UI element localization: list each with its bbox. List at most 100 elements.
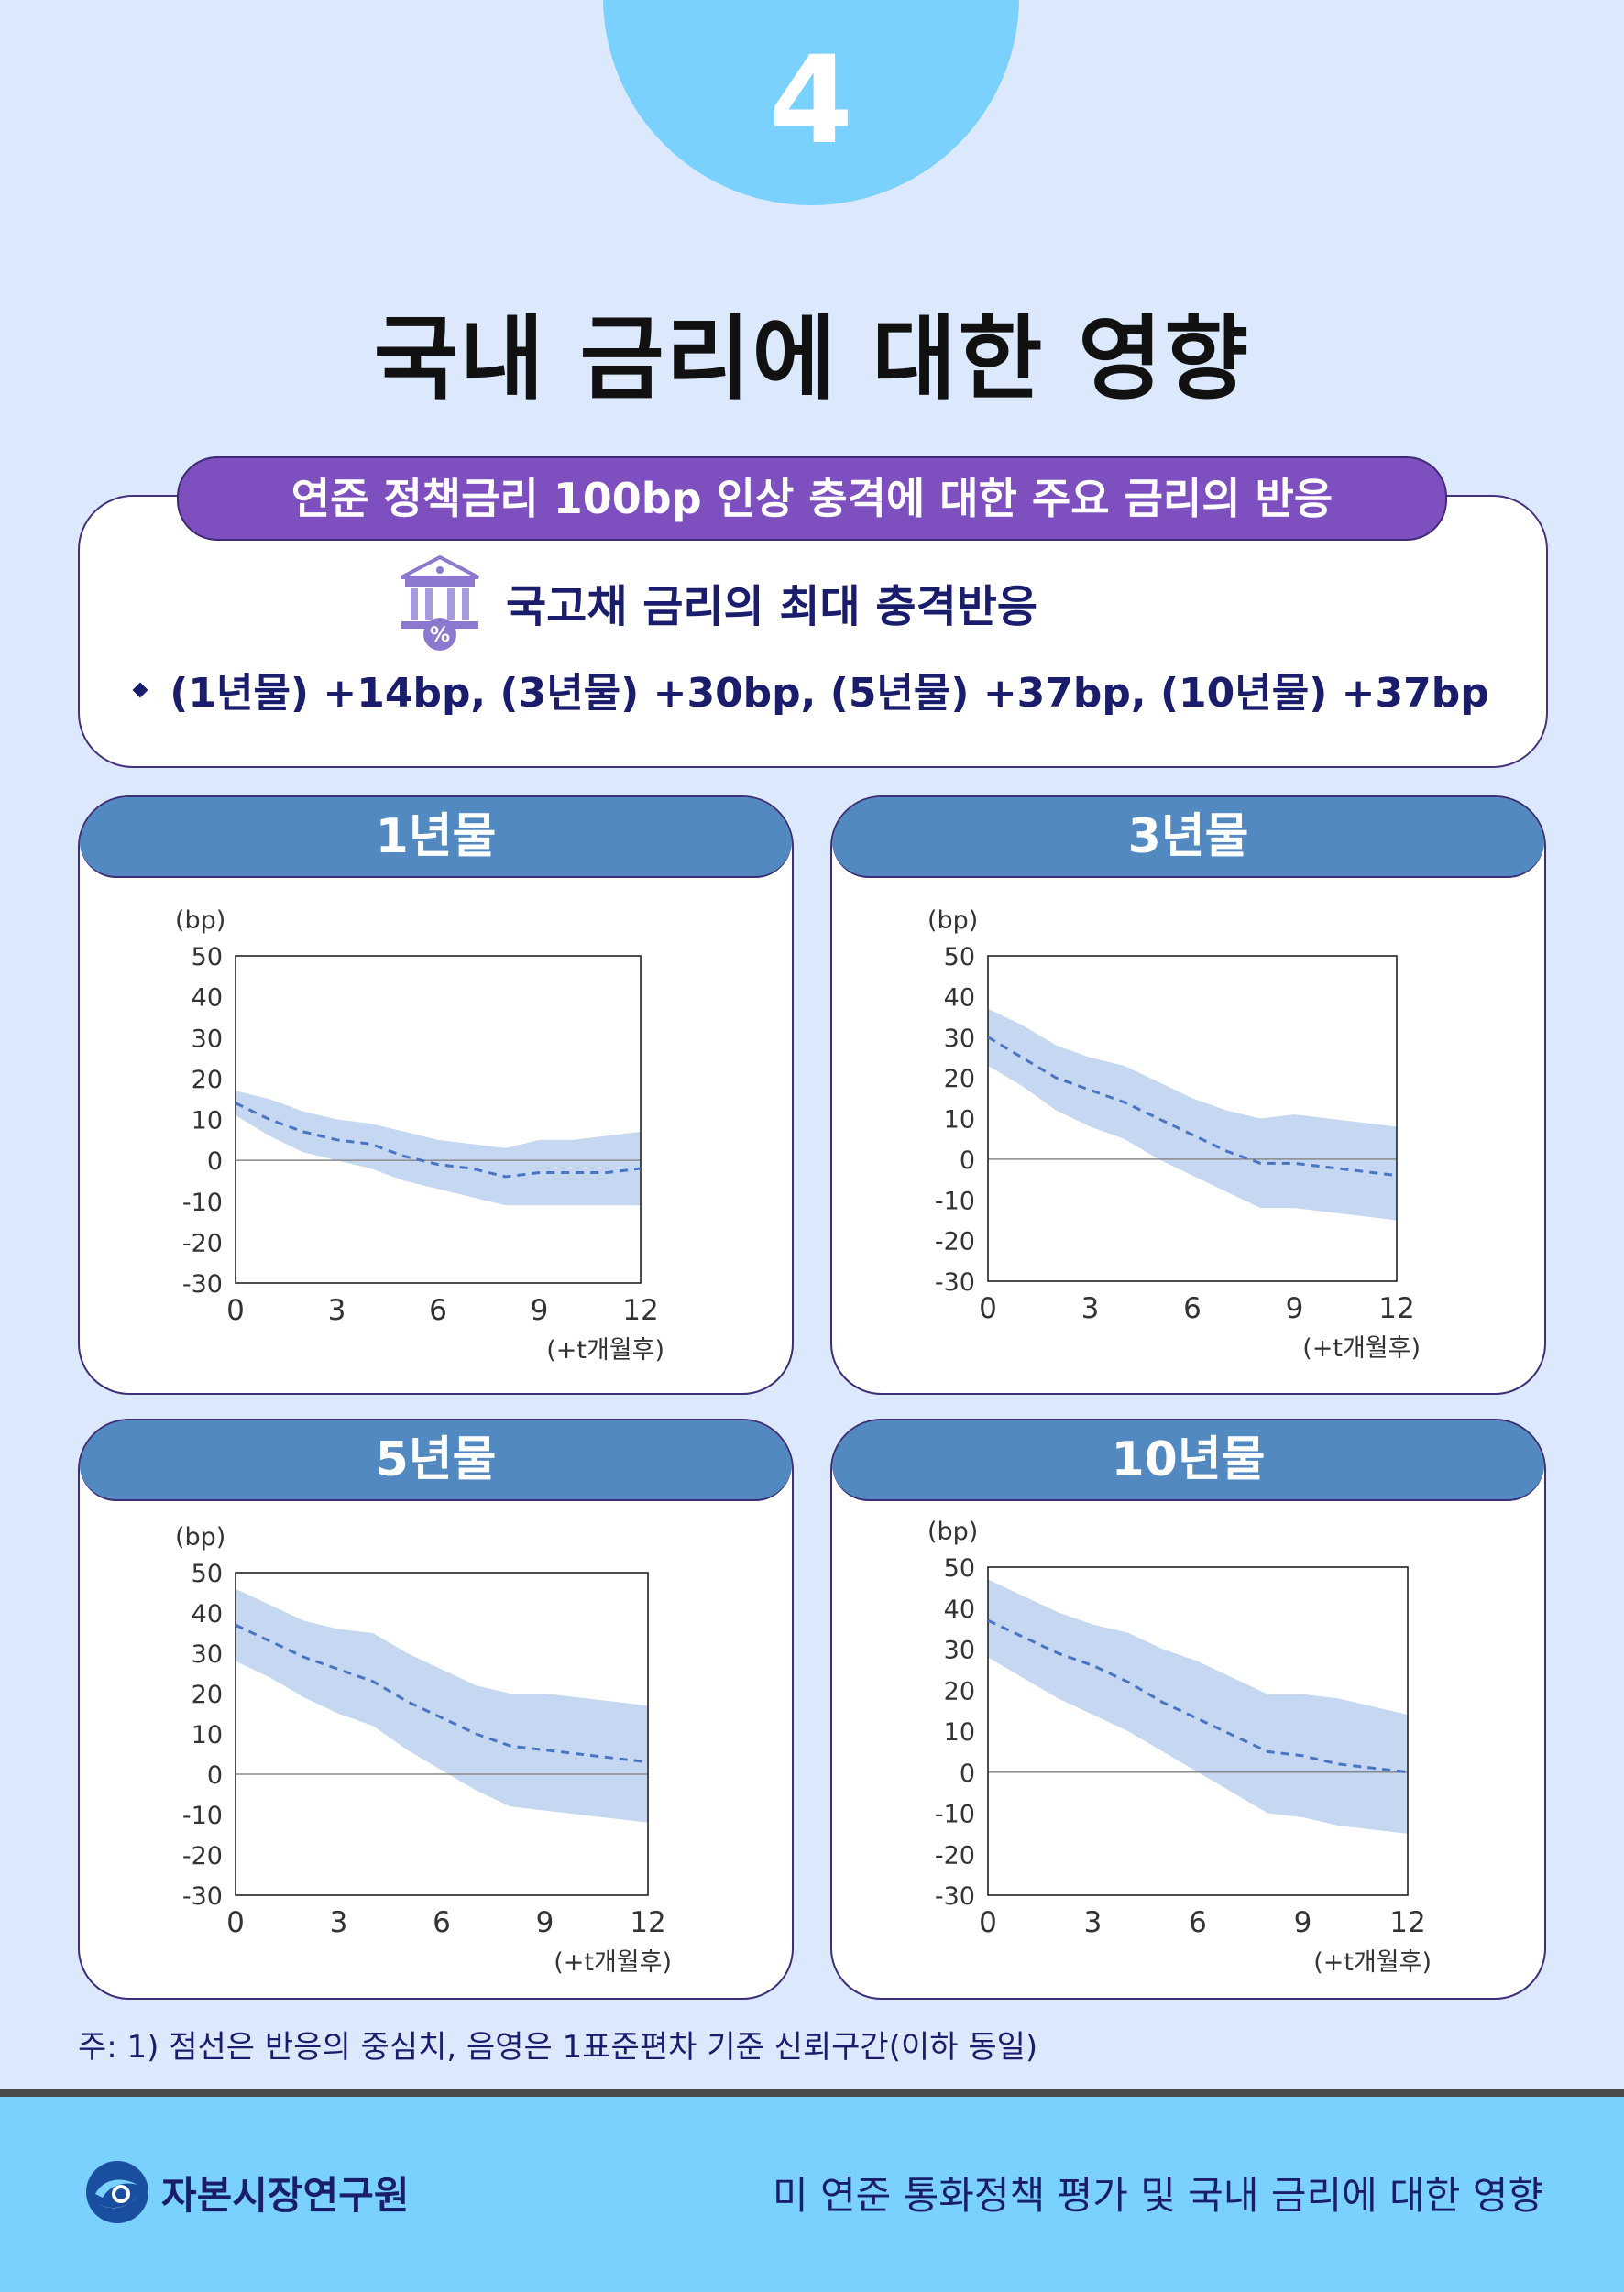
chart-panel-3y: 50 40 30 20 10 0 -10 -20 -30 0 3 6 9 12 (bp) (+t개월후) 3년… bbox=[830, 795, 1546, 1395]
y-axis-unit: (bp) bbox=[927, 906, 978, 935]
y-tick-label: -20 bbox=[935, 1841, 975, 1870]
footer-org-name: 자본시장연구원 bbox=[161, 2173, 410, 2218]
x-tick-label: 9 bbox=[531, 1294, 549, 1327]
svg-text:%: % bbox=[430, 624, 450, 647]
footer-doc-title: 미 연준 통화정책 평가 및 국내 금리에 대한 영향 bbox=[773, 2173, 1543, 2218]
footnote: 주: 1) 점선은 반응의 중심치, 음영은 1표준편차 기준 신뢰구간(이하 … bbox=[78, 2029, 1038, 2066]
median-line bbox=[987, 1036, 1398, 1178]
y-tick-label: 0 bbox=[960, 1146, 975, 1175]
chart-panel-1y: 50 40 30 20 10 0 -10 -20 -30 0 3 6 9 12 (bp) (+t개월후) 1년… bbox=[78, 795, 794, 1395]
x-tick-label: 6 bbox=[433, 1906, 451, 1939]
x-axis-unit: (+t개월후) bbox=[1302, 1334, 1421, 1363]
x-tick-label: 0 bbox=[979, 1906, 997, 1939]
y-tick-label: 30 bbox=[944, 1025, 975, 1053]
confidence-band bbox=[988, 1579, 1408, 1834]
y-tick-label: 40 bbox=[944, 983, 975, 1012]
x-axis-unit: (+t개월후) bbox=[554, 1948, 672, 1977]
chart-header-5y: 5년물 bbox=[80, 1420, 792, 1501]
y-tick-label: 10 bbox=[192, 1107, 223, 1135]
y-tick-label: 50 bbox=[944, 1554, 975, 1583]
y-tick-label: 0 bbox=[207, 1147, 223, 1176]
y-tick-label: -30 bbox=[935, 1268, 975, 1297]
x-tick-label: 0 bbox=[226, 1294, 245, 1327]
y-tick-label: 50 bbox=[944, 943, 975, 971]
y-tick-label: -30 bbox=[935, 1882, 975, 1911]
plot-frame bbox=[235, 1572, 649, 1896]
summary-pill: 연준 정책금리 100bp 인상 충격에 대한 주요 금리의 반응 bbox=[177, 456, 1447, 541]
y-tick-label: 10 bbox=[944, 1718, 975, 1747]
x-tick-label: 3 bbox=[1081, 1292, 1100, 1325]
x-tick-label: 9 bbox=[1286, 1292, 1304, 1325]
y-tick-label: -10 bbox=[182, 1189, 223, 1217]
y-tick-label: -30 bbox=[182, 1882, 223, 1911]
y-tick-label: 20 bbox=[192, 1066, 223, 1094]
y-tick-label: 40 bbox=[192, 984, 223, 1013]
chart-panel-5y: 50 40 30 20 10 0 -10 -20 -30 0 3 6 9 12 (bp) (+t개월후) 5년… bbox=[78, 1419, 794, 2000]
confidence-band bbox=[236, 1588, 648, 1823]
y-tick-label: 10 bbox=[192, 1721, 223, 1749]
kcmi-logo-icon bbox=[86, 2161, 148, 2223]
plot-frame bbox=[987, 1566, 1409, 1896]
plot-frame bbox=[987, 955, 1398, 1282]
y-tick-label: 20 bbox=[944, 1065, 975, 1093]
x-tick-label: 9 bbox=[1294, 1906, 1312, 1939]
y-tick-label: 20 bbox=[944, 1677, 975, 1705]
footer bbox=[0, 2097, 1624, 2292]
page-number: 4 bbox=[769, 30, 853, 171]
y-tick-label: -10 bbox=[935, 1187, 975, 1215]
y-tick-label: -30 bbox=[182, 1270, 223, 1299]
chart-header-10y: 10년물 bbox=[832, 1420, 1544, 1501]
chart-header-3y: 3년물 bbox=[832, 797, 1544, 878]
x-tick-label: 6 bbox=[1189, 1906, 1207, 1939]
x-tick-label: 3 bbox=[330, 1906, 348, 1939]
x-axis-unit: (+t개월후) bbox=[1313, 1948, 1432, 1977]
bank-percent-icon: % bbox=[401, 554, 479, 651]
y-tick-label: -20 bbox=[182, 1229, 223, 1257]
median-line bbox=[235, 1623, 649, 1764]
chart-panel-10y: 50 40 30 20 10 0 -10 -20 -30 0 3 6 9 12 (bp) (+t개월후) 10… bbox=[830, 1419, 1546, 2000]
y-tick-label: -20 bbox=[935, 1228, 975, 1256]
y-axis-unit: (bp) bbox=[175, 906, 225, 935]
plot-frame bbox=[235, 955, 642, 1284]
x-axis-unit: (+t개월후) bbox=[546, 1336, 664, 1365]
y-tick-label: 40 bbox=[944, 1596, 975, 1624]
page-title: 국내 금리에 대한 영향 bbox=[373, 305, 1251, 412]
confidence-band bbox=[236, 1091, 641, 1206]
x-tick-label: 12 bbox=[1378, 1292, 1414, 1325]
x-tick-label: 6 bbox=[429, 1294, 447, 1327]
x-tick-label: 3 bbox=[328, 1294, 346, 1327]
y-tick-label: -10 bbox=[182, 1802, 223, 1830]
y-tick-label: 30 bbox=[944, 1637, 975, 1665]
y-tick-label: 50 bbox=[192, 943, 223, 971]
y-axis-unit: (bp) bbox=[175, 1523, 225, 1552]
y-tick-label: 20 bbox=[192, 1681, 223, 1709]
y-tick-label: 0 bbox=[207, 1761, 223, 1790]
y-tick-label: 50 bbox=[192, 1560, 223, 1588]
y-tick-label: 40 bbox=[192, 1600, 223, 1629]
y-tick-label: 0 bbox=[960, 1760, 975, 1788]
summary-bullet: (1년물) +14bp, (3년물) +30bp, (5년물) +37bp, (… bbox=[0, 660, 1624, 718]
x-tick-label: 6 bbox=[1183, 1292, 1202, 1325]
summary-heading: 국고채 금리의 최대 충격반응 bbox=[506, 581, 1038, 632]
y-tick-label: 30 bbox=[192, 1640, 223, 1669]
x-tick-label: 9 bbox=[536, 1906, 554, 1939]
x-tick-label: 0 bbox=[226, 1906, 245, 1939]
median-line bbox=[235, 1102, 642, 1179]
footer-divider bbox=[0, 2089, 1624, 2097]
summary-bullet-text: (1년물) +14bp, (3년물) +30bp, (5년물) +37bp, (… bbox=[170, 670, 1489, 717]
y-tick-label: 30 bbox=[192, 1025, 223, 1053]
x-tick-label: 12 bbox=[1389, 1906, 1425, 1939]
median-line bbox=[987, 1618, 1409, 1774]
x-tick-label: 0 bbox=[979, 1292, 997, 1325]
x-tick-label: 3 bbox=[1084, 1906, 1103, 1939]
y-tick-label: 10 bbox=[944, 1106, 975, 1135]
y-tick-label: -10 bbox=[935, 1801, 975, 1829]
chart-header-1y: 1년물 bbox=[80, 797, 792, 878]
y-axis-unit: (bp) bbox=[927, 1518, 978, 1546]
confidence-band bbox=[988, 1008, 1397, 1221]
diamond-bullet-icon bbox=[132, 682, 148, 698]
